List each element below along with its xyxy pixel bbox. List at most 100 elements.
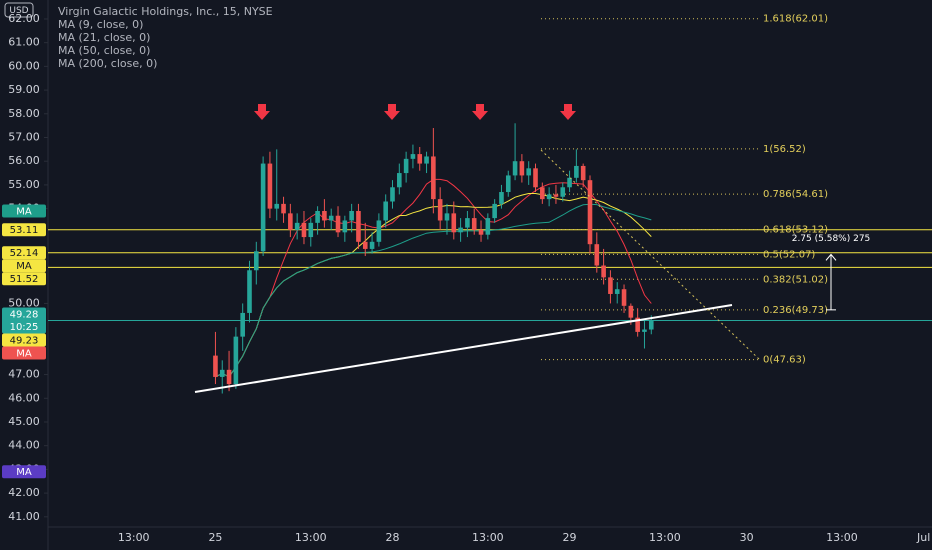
x-tick-label: 13:00 — [649, 531, 681, 544]
candle-body — [424, 156, 429, 164]
candle-body — [505, 175, 511, 193]
price-badge — [2, 204, 46, 218]
price-badge-label: 49.23 — [10, 335, 39, 346]
y-tick-label: 58.00 — [8, 107, 40, 120]
candle-body — [403, 158, 409, 174]
legend-entry: MA (21, close, 0) — [58, 31, 150, 44]
price-badge — [2, 465, 46, 479]
candle-body — [553, 194, 559, 197]
candle-body — [587, 180, 593, 245]
candle-body — [546, 194, 552, 200]
candle-body — [301, 222, 307, 238]
x-tick-label: 13:00 — [295, 531, 327, 544]
price-badge — [2, 346, 46, 360]
fib-label: 1.618(62.01) — [763, 14, 828, 25]
x-tick-label: 28 — [386, 531, 400, 544]
x-tick-label: 25 — [208, 531, 222, 544]
candle-body — [437, 199, 443, 221]
price-badge — [2, 307, 46, 334]
measure-label: 2.75 (5.58%) 275 — [792, 234, 871, 244]
y-tick-label: 47.00 — [8, 368, 40, 381]
candle-body — [444, 213, 450, 221]
candle-body — [492, 203, 497, 219]
candle-body — [648, 320, 654, 330]
currency-badge — [4, 2, 34, 18]
price-countdown: 10:25 — [10, 322, 39, 333]
candle-body — [465, 218, 470, 228]
y-tick-label: 62.00 — [8, 12, 40, 25]
y-tick-label: 42.00 — [8, 486, 40, 499]
fib-label: 0.236(49.73) — [763, 305, 828, 316]
candle-body — [376, 220, 382, 242]
price-badge-label: MA — [16, 206, 32, 217]
arrow-down — [384, 104, 400, 120]
candle-body — [574, 165, 579, 178]
candle-body — [369, 241, 375, 249]
candle-body — [274, 203, 280, 209]
fib-label: 0.786(54.61) — [763, 189, 828, 200]
candle-body — [226, 369, 232, 385]
fib-label: 0.382(51.02) — [763, 274, 828, 285]
candle-body — [410, 154, 416, 159]
candle-body — [240, 312, 245, 337]
y-tick-label: 41.00 — [8, 510, 40, 523]
price-badge — [2, 333, 46, 347]
candle-body — [601, 265, 606, 278]
candle-body — [628, 305, 634, 318]
arrow-down — [472, 104, 488, 120]
candle-body — [519, 161, 525, 176]
y-tick-label: 59.00 — [8, 83, 40, 96]
price-badge — [2, 272, 46, 286]
candle-body — [451, 213, 457, 233]
candle-body — [213, 355, 218, 377]
candle-body — [431, 156, 436, 200]
y-tick-label: 55.00 — [8, 178, 40, 191]
arrow-down — [560, 104, 576, 120]
legend-entry: MA (9, close, 0) — [58, 18, 143, 31]
candle-body — [233, 336, 239, 385]
candle-body — [335, 215, 341, 233]
candle-body — [485, 218, 491, 235]
trendline — [194, 304, 733, 393]
candle-body — [499, 192, 504, 204]
fib-label: 1(56.52) — [763, 144, 806, 155]
candle-body — [471, 218, 477, 230]
y-tick-label: 57.00 — [8, 130, 40, 143]
candle-body — [526, 168, 531, 176]
x-tick-label: 13:00 — [826, 531, 858, 544]
legend-entry: MA (200, close, 0) — [58, 57, 157, 70]
price-badge-label: MA — [16, 467, 32, 478]
x-tick-label: 30 — [740, 531, 754, 544]
price-badge — [2, 246, 46, 260]
candle-body — [540, 187, 545, 200]
x-tick-label: 29 — [563, 531, 577, 544]
y-tick-label: 60.00 — [8, 59, 40, 72]
measure-arrowhead — [825, 253, 837, 261]
candle-body — [621, 289, 627, 306]
y-tick-label: 45.00 — [8, 415, 40, 428]
arrow-markers — [254, 104, 576, 120]
candle-body — [458, 227, 463, 233]
fib-label: 0(47.63) — [763, 355, 806, 366]
fib-label: 0.5(52.07) — [763, 249, 815, 260]
fib-label: 0.618(53.12) — [763, 224, 828, 235]
candle-body — [635, 317, 640, 332]
y-tick-label: 61.00 — [8, 36, 40, 49]
candle-body — [390, 187, 395, 202]
x-tick-label: 13:00 — [472, 531, 504, 544]
candle-body — [533, 168, 538, 188]
symbol-title: Virgin Galactic Holdings, Inc., 15, NYSE — [58, 5, 273, 18]
candle-body — [328, 215, 334, 221]
y-tick-label: 46.00 — [8, 391, 40, 404]
candle-body — [315, 210, 320, 223]
candle-body — [608, 277, 613, 294]
candle-body — [512, 161, 518, 176]
candle-body — [308, 222, 314, 238]
arrow-down — [254, 104, 270, 120]
price-badge — [2, 259, 46, 273]
candle-body — [362, 241, 368, 249]
candle-body — [349, 210, 354, 221]
candle-body — [594, 244, 600, 266]
candle-body — [247, 270, 252, 313]
